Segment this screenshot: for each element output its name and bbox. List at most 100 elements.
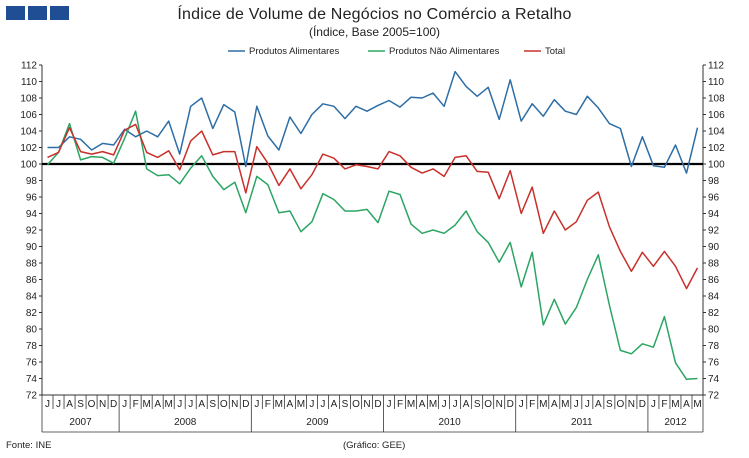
data-point	[509, 169, 511, 171]
y-tick-label-right: 82	[708, 308, 720, 319]
y-tick-label-left: 106	[20, 110, 37, 121]
y-tick-label-left: 108	[20, 94, 37, 105]
data-point	[267, 135, 269, 137]
data-point	[256, 145, 258, 147]
data-point	[212, 154, 214, 156]
data-point	[278, 184, 280, 186]
x-tick-label: N	[496, 399, 503, 410]
data-point	[685, 287, 687, 289]
data-point	[443, 232, 445, 234]
data-point	[333, 198, 335, 200]
x-tick-label: D	[639, 399, 646, 410]
data-point	[652, 164, 654, 166]
data-point	[619, 250, 621, 252]
data-point	[156, 156, 158, 158]
data-point	[564, 323, 566, 325]
data-point	[421, 232, 423, 234]
y-tick-label-right: 78	[708, 341, 720, 352]
chart-title: Índice de Volume de Negócios no Comércio…	[177, 6, 572, 23]
data-point	[641, 251, 643, 253]
data-point	[553, 298, 555, 300]
data-point	[134, 110, 136, 112]
data-point	[542, 115, 544, 117]
data-point	[619, 127, 621, 129]
data-point	[674, 144, 676, 146]
data-point	[542, 324, 544, 326]
data-point	[520, 120, 522, 122]
x-tick-label: A	[66, 399, 73, 410]
data-point	[608, 304, 610, 306]
data-point	[46, 156, 48, 158]
x-tick-label: M	[671, 399, 679, 410]
data-point	[476, 170, 478, 172]
data-point	[630, 353, 632, 355]
data-point	[586, 95, 588, 97]
data-point	[564, 229, 566, 231]
y-tick-label-right: 84	[708, 292, 720, 303]
x-tick-label: F	[265, 399, 271, 410]
x-tick-label: S	[474, 399, 481, 410]
y-tick-label-left: 110	[21, 77, 37, 88]
data-point	[322, 103, 324, 105]
data-point	[245, 211, 247, 213]
data-point	[641, 136, 643, 138]
data-point	[696, 377, 698, 379]
y-tick-label-left: 86	[26, 275, 38, 286]
data-point	[410, 96, 412, 98]
data-point	[487, 86, 489, 88]
data-point	[156, 174, 158, 176]
data-point	[443, 175, 445, 177]
data-point	[520, 286, 522, 288]
y-tick-label-right: 104	[708, 127, 725, 138]
data-point	[134, 123, 136, 125]
x-tick-label: N	[99, 399, 106, 410]
legend-label: Total	[545, 46, 565, 57]
year-label: 2012	[664, 417, 687, 428]
data-point	[432, 168, 434, 170]
data-point	[223, 103, 225, 105]
data-point	[509, 241, 511, 243]
x-tick-label: A	[595, 399, 602, 410]
data-point	[399, 193, 401, 195]
y-tick-label-left: 78	[26, 341, 38, 352]
x-tick-label: O	[88, 399, 96, 410]
x-tick-label: J	[56, 399, 61, 410]
data-point	[201, 97, 203, 99]
data-point	[68, 136, 70, 138]
data-point	[652, 346, 654, 348]
y-tick-label-right: 102	[708, 143, 725, 154]
data-point	[553, 98, 555, 100]
data-point	[289, 116, 291, 118]
data-point	[531, 186, 533, 188]
y-tick-label-right: 86	[708, 275, 720, 286]
data-point	[399, 155, 401, 157]
data-point	[366, 208, 368, 210]
data-point	[289, 168, 291, 170]
data-point	[190, 167, 192, 169]
y-tick-label-left: 90	[26, 242, 38, 253]
data-point	[289, 210, 291, 212]
data-point	[267, 162, 269, 164]
y-tick-label-right: 90	[708, 242, 720, 253]
data-point	[410, 166, 412, 168]
y-tick-label-right: 96	[708, 193, 720, 204]
x-tick-label: A	[198, 399, 205, 410]
data-point	[663, 166, 665, 168]
data-point	[366, 165, 368, 167]
data-point	[68, 127, 70, 129]
data-point	[454, 70, 456, 72]
y-tick-label-left: 112	[21, 61, 37, 72]
x-tick-label: M	[539, 399, 547, 410]
data-point	[498, 118, 500, 120]
x-tick-label: J	[387, 399, 392, 410]
x-tick-label: J	[177, 399, 182, 410]
data-point	[333, 157, 335, 159]
y-tick-label-right: 88	[708, 259, 720, 270]
data-point	[454, 156, 456, 158]
data-point	[112, 154, 114, 156]
data-point	[344, 117, 346, 119]
data-point	[597, 254, 599, 256]
data-point	[630, 165, 632, 167]
y-tick-label-left: 102	[20, 143, 37, 154]
data-point	[112, 144, 114, 146]
